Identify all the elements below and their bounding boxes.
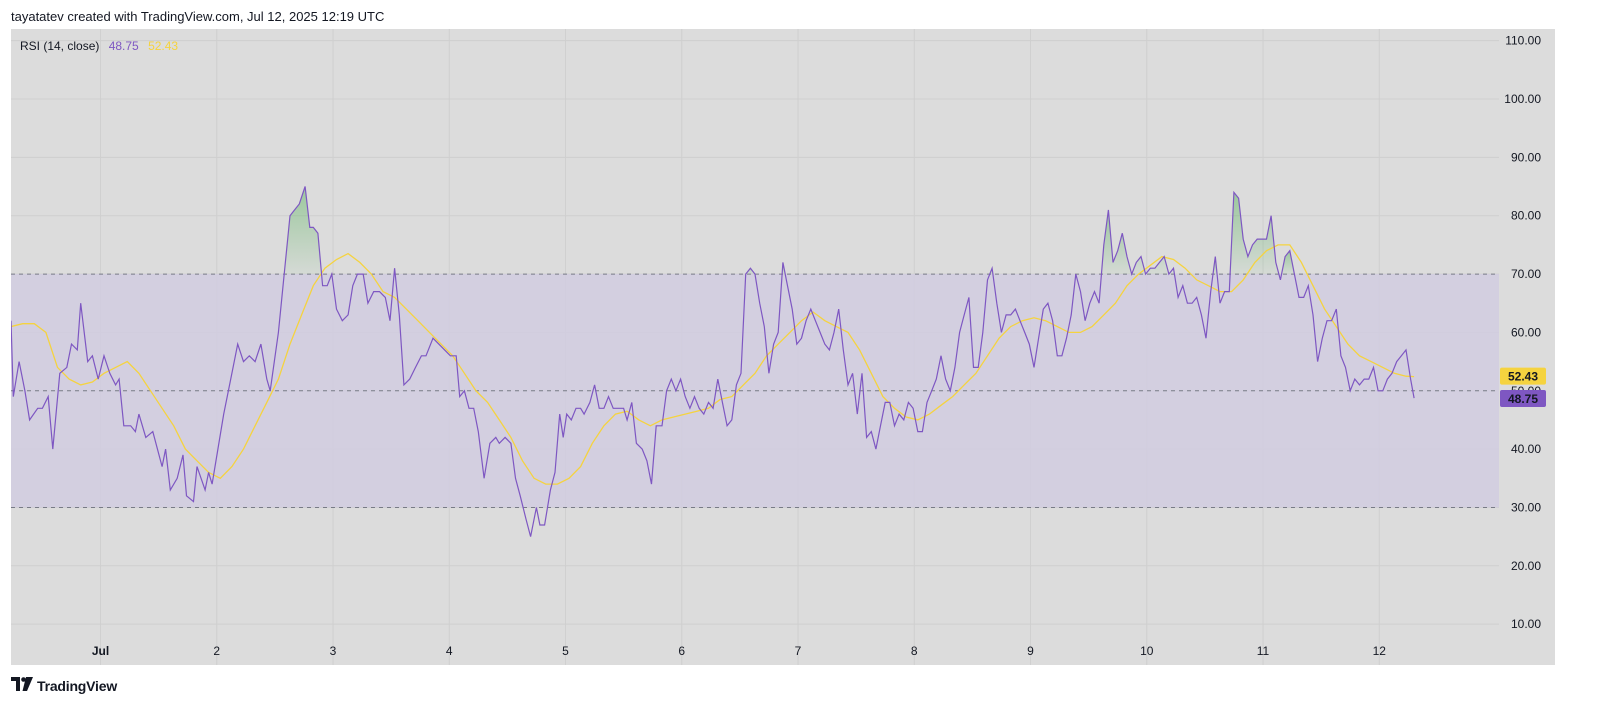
tradingview-logo-icon [11,676,33,696]
legend-rsi-value: 48.75 [108,39,139,53]
overbought-area [1075,209,1175,275]
last-value-badges: 52.43 48.75 [1500,367,1546,408]
x-tick-label: 11 [1257,644,1270,658]
y-tick-label: 60.00 [1511,325,1541,339]
rsi-last-value: 48.75 [1508,392,1538,406]
x-tick-label: 3 [330,644,337,658]
y-tick-label: 100.00 [1504,92,1541,106]
rsi-last-value-badge: 48.75 [1500,390,1546,408]
y-tick-label: 40.00 [1511,442,1541,456]
y-tick-label: 70.00 [1511,267,1541,281]
x-tick-label: 8 [911,644,918,658]
rsi-line [11,186,1415,537]
y-axis: 110.00100.0090.0080.0070.0060.0050.0040.… [1504,34,1541,631]
legend-ma-value: 52.43 [148,39,179,53]
chart-attribution: tayatatev created with TradingView.com, … [11,9,385,24]
x-tick-label: 2 [213,644,220,658]
ma-last-value: 52.43 [1508,370,1538,384]
x-tick-label: 6 [678,644,685,658]
overbought-area [1281,250,1295,275]
x-tick-label: 4 [446,644,453,658]
x-tick-label: 9 [1027,644,1034,658]
y-tick-label: 20.00 [1511,559,1541,573]
overbought-area [284,186,322,275]
x-tick-label: 5 [562,644,569,658]
overbought-area [745,262,786,275]
indicator-name: RSI (14, close) [20,39,100,53]
ma-last-value-badge: 52.43 [1500,367,1546,385]
overbought-area [1230,192,1279,275]
y-tick-label: 110.00 [1505,34,1541,48]
y-tick-label: 10.00 [1511,617,1541,631]
x-tick-label: 10 [1140,644,1154,658]
x-axis: Jul 2 3 4 5 6 7 8 9 10 11 12 [92,644,1386,658]
y-tick-label: 30.00 [1511,500,1541,514]
x-tick-label: 12 [1373,644,1387,658]
tradingview-footer[interactable]: TradingView [11,676,117,696]
y-tick-label: 90.00 [1511,150,1541,164]
y-tick-label: 80.00 [1511,209,1541,223]
x-tick-label: Jul [92,644,109,658]
x-tick-label: 7 [795,644,802,658]
indicator-legend[interactable]: RSI (14, close) 48.75 52.43 [20,39,178,53]
tradingview-brand: TradingView [37,678,118,694]
